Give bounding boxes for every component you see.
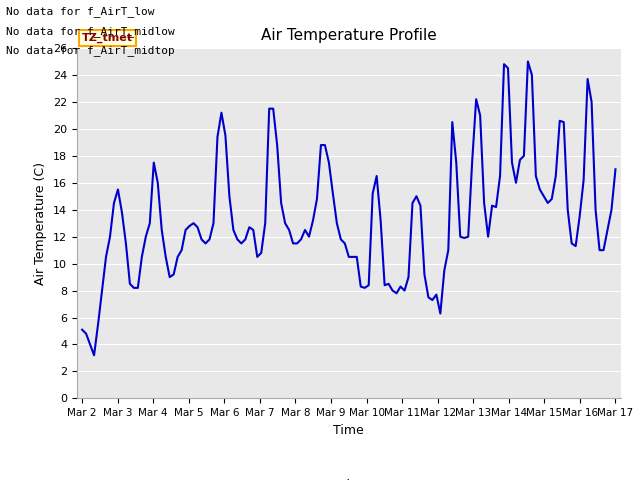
Y-axis label: Air Temperature (C): Air Temperature (C): [35, 162, 47, 285]
X-axis label: Time: Time: [333, 424, 364, 437]
Text: No data for f_AirT_midtop: No data for f_AirT_midtop: [6, 45, 175, 56]
Text: No data for f_AirT_midlow: No data for f_AirT_midlow: [6, 25, 175, 36]
Text: No data for f_AirT_low: No data for f_AirT_low: [6, 6, 155, 17]
Text: TZ_tmet: TZ_tmet: [82, 33, 133, 43]
Title: Air Temperature Profile: Air Temperature Profile: [261, 28, 436, 43]
Legend: AirT 22m: AirT 22m: [298, 474, 399, 480]
